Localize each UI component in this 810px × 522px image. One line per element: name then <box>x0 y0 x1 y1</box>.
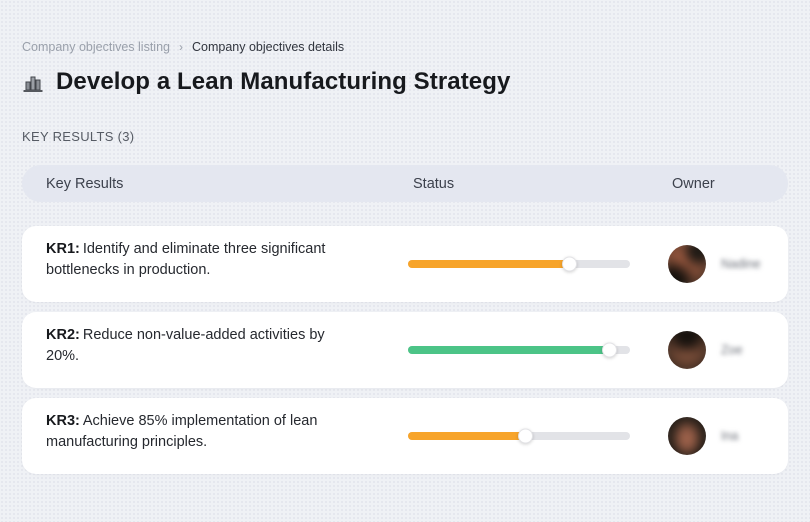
key-results-count-label: KEY RESULTS (3) <box>22 129 135 144</box>
kr3-description: KR3: Achieve 85% implementation of lean m… <box>22 398 372 453</box>
chevron-right-icon: › <box>179 40 183 54</box>
kr3-owner-avatar <box>668 417 706 455</box>
kr2-status-cell <box>408 342 650 358</box>
column-header-status: Status <box>413 175 455 192</box>
kr1-owner-cell: Nadine <box>650 245 788 283</box>
kr3-progress-slider[interactable] <box>408 428 630 444</box>
kr2-owner-name: Zoe <box>721 343 743 357</box>
column-header-key-results: Key Results <box>46 175 124 192</box>
table-row-kr3[interactable]: KR3: Achieve 85% implementation of lean m… <box>22 398 788 474</box>
key-results-list: KR1: Identify and eliminate three signifi… <box>22 226 788 474</box>
page-title: Develop a Lean Manufacturing Strategy <box>56 68 511 95</box>
kr2-text: Reduce non-value-added activities by 20%… <box>46 327 325 364</box>
kr1-status-cell <box>408 256 650 272</box>
kr1-description: KR1: Identify and eliminate three signifi… <box>22 226 372 281</box>
kr2-progress-fill <box>408 342 618 358</box>
kr3-text: Achieve 85% implementation of lean manuf… <box>46 413 318 450</box>
buildings-icon <box>23 76 43 92</box>
kr2-slider-handle[interactable] <box>602 342 618 358</box>
kr1-owner-avatar <box>668 245 706 283</box>
kr2-owner-avatar <box>668 331 706 369</box>
kr2-description: KR2: Reduce non-value-added activities by… <box>22 312 372 367</box>
kr3-label: KR3: <box>46 413 80 429</box>
column-header-owner: Owner <box>672 175 715 192</box>
kr1-owner-name: Nadine <box>721 257 761 271</box>
kr3-progress-fill <box>408 428 533 444</box>
kr3-status-cell <box>408 428 650 444</box>
objective-details-page: Company objectives listing › Company obj… <box>22 0 788 474</box>
breadcrumb: Company objectives listing › Company obj… <box>22 0 788 54</box>
table-row-kr2[interactable]: KR2: Reduce non-value-added activities by… <box>22 312 788 388</box>
breadcrumb-link-listing[interactable]: Company objectives listing <box>22 40 170 54</box>
kr3-slider-handle[interactable] <box>517 428 533 444</box>
kr1-slider-handle[interactable] <box>562 256 578 272</box>
table-row-kr1[interactable]: KR1: Identify and eliminate three signifi… <box>22 226 788 302</box>
title-row: Develop a Lean Manufacturing Strategy <box>22 68 788 96</box>
kr2-progress-slider[interactable] <box>408 342 630 358</box>
kr2-label: KR2: <box>46 327 80 343</box>
kr2-owner-cell: Zoe <box>650 331 788 369</box>
kr1-progress-slider[interactable] <box>408 256 630 272</box>
kr1-text: Identify and eliminate three significant… <box>46 241 326 278</box>
table-header: Key Results Status Owner <box>22 165 788 202</box>
kr1-label: KR1: <box>46 241 80 257</box>
kr3-owner-cell: Ina <box>650 417 788 455</box>
kr3-owner-name: Ina <box>721 429 739 443</box>
breadcrumb-current: Company objectives details <box>192 40 345 54</box>
kr1-progress-fill <box>408 256 578 272</box>
